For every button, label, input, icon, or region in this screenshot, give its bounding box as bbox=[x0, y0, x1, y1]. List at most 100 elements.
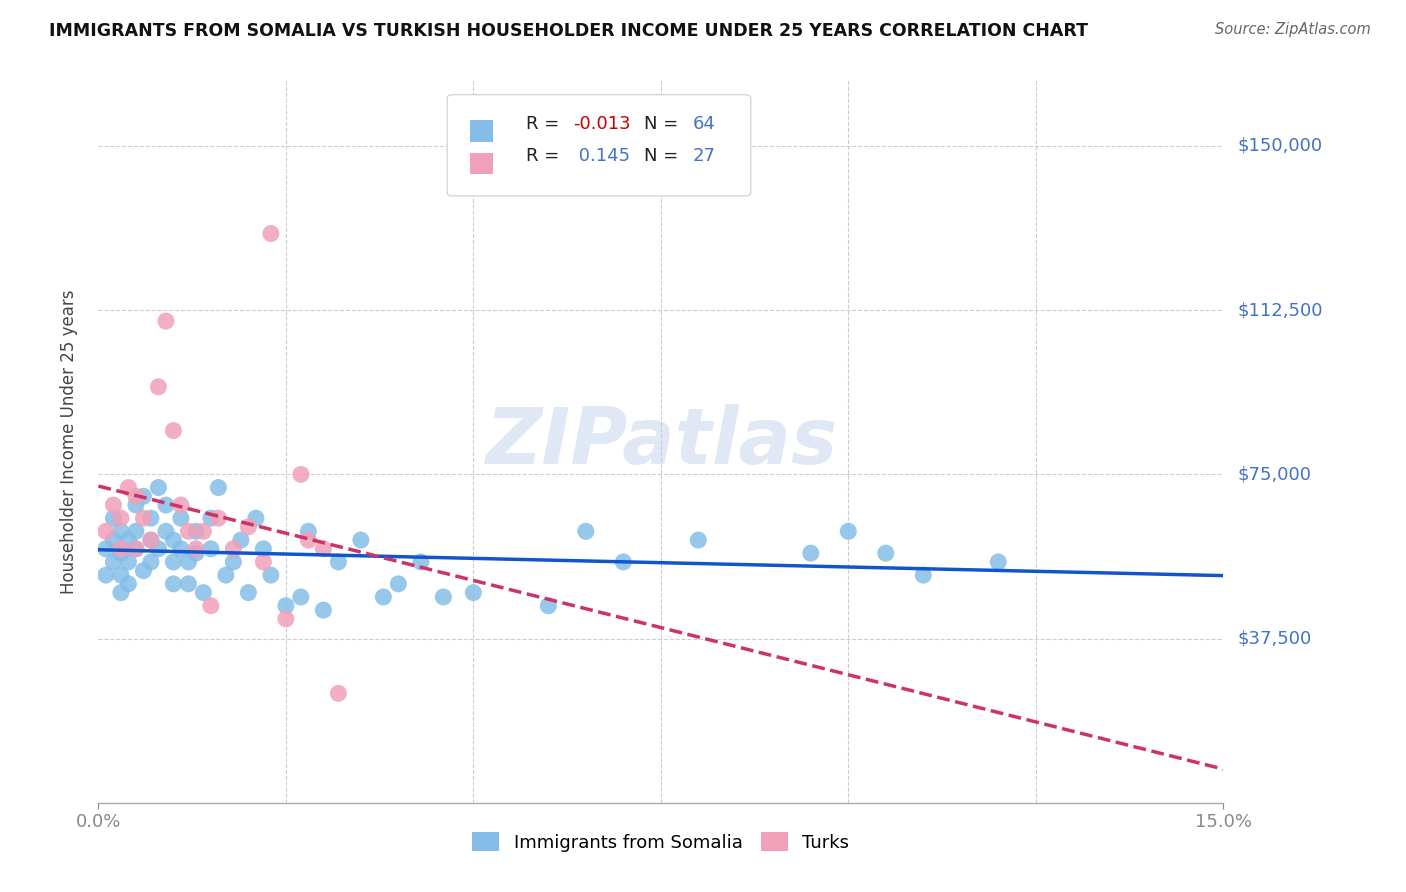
Point bbox=[148, 541, 170, 556]
Point bbox=[297, 533, 319, 547]
Point bbox=[94, 568, 117, 582]
Point bbox=[222, 541, 245, 556]
Point bbox=[537, 599, 560, 613]
Point bbox=[200, 511, 222, 525]
Point bbox=[409, 555, 432, 569]
Point bbox=[207, 481, 229, 495]
Point bbox=[252, 541, 274, 556]
Point bbox=[575, 524, 598, 539]
Point bbox=[125, 524, 148, 539]
Point bbox=[274, 599, 297, 613]
Point bbox=[463, 585, 485, 599]
Point bbox=[328, 686, 350, 700]
Point bbox=[139, 533, 162, 547]
Point bbox=[103, 511, 125, 525]
Point bbox=[103, 498, 125, 512]
Text: $150,000: $150,000 bbox=[1237, 137, 1322, 155]
Point bbox=[387, 577, 409, 591]
Point bbox=[328, 555, 350, 569]
Point bbox=[125, 489, 148, 503]
Point bbox=[94, 524, 117, 539]
Point bbox=[148, 481, 170, 495]
Text: $112,500: $112,500 bbox=[1237, 301, 1323, 319]
Point bbox=[132, 564, 155, 578]
Point bbox=[117, 481, 139, 495]
Point bbox=[103, 533, 125, 547]
Point bbox=[290, 467, 312, 482]
Point bbox=[117, 555, 139, 569]
Bar bbox=[470, 120, 494, 142]
Text: N =: N = bbox=[644, 115, 683, 133]
Point bbox=[162, 577, 184, 591]
Point bbox=[229, 533, 252, 547]
Point bbox=[170, 541, 193, 556]
Text: R =: R = bbox=[526, 147, 565, 165]
Point bbox=[200, 541, 222, 556]
Point bbox=[139, 511, 162, 525]
Text: 64: 64 bbox=[692, 115, 716, 133]
Point bbox=[132, 511, 155, 525]
Point bbox=[117, 577, 139, 591]
Point bbox=[260, 227, 283, 241]
Point bbox=[177, 524, 200, 539]
Bar bbox=[470, 153, 494, 174]
Point bbox=[170, 511, 193, 525]
Point bbox=[252, 555, 274, 569]
Point bbox=[193, 524, 215, 539]
Point bbox=[222, 555, 245, 569]
Point bbox=[207, 511, 229, 525]
Point bbox=[103, 555, 125, 569]
Text: $37,500: $37,500 bbox=[1237, 630, 1312, 648]
Point bbox=[132, 489, 155, 503]
Point bbox=[987, 555, 1010, 569]
Point bbox=[238, 585, 260, 599]
Point bbox=[238, 520, 260, 534]
Point bbox=[200, 599, 222, 613]
Point bbox=[162, 424, 184, 438]
Text: -0.013: -0.013 bbox=[574, 115, 631, 133]
Point bbox=[837, 524, 859, 539]
Point bbox=[155, 498, 177, 512]
Point bbox=[297, 524, 319, 539]
Point bbox=[110, 568, 132, 582]
Point bbox=[193, 585, 215, 599]
Point bbox=[177, 577, 200, 591]
Point bbox=[290, 590, 312, 604]
Point bbox=[110, 524, 132, 539]
Point bbox=[110, 511, 132, 525]
Point bbox=[110, 585, 132, 599]
Point bbox=[184, 546, 207, 560]
Point bbox=[110, 546, 132, 560]
Text: R =: R = bbox=[526, 115, 565, 133]
Point bbox=[125, 541, 148, 556]
Text: 0.145: 0.145 bbox=[574, 147, 630, 165]
Point bbox=[274, 612, 297, 626]
Point bbox=[912, 568, 935, 582]
Point bbox=[170, 498, 193, 512]
Point bbox=[373, 590, 395, 604]
Point bbox=[612, 555, 634, 569]
Point bbox=[162, 555, 184, 569]
Point bbox=[125, 541, 148, 556]
Point bbox=[184, 524, 207, 539]
Text: ZIPatlas: ZIPatlas bbox=[485, 403, 837, 480]
Point bbox=[260, 568, 283, 582]
Y-axis label: Householder Income Under 25 years: Householder Income Under 25 years bbox=[59, 289, 77, 594]
Point bbox=[155, 524, 177, 539]
Point bbox=[110, 541, 132, 556]
Point bbox=[245, 511, 267, 525]
Legend: Immigrants from Somalia, Turks: Immigrants from Somalia, Turks bbox=[465, 825, 856, 859]
Point bbox=[800, 546, 823, 560]
Point bbox=[688, 533, 710, 547]
Point bbox=[139, 533, 162, 547]
Point bbox=[215, 568, 238, 582]
Text: N =: N = bbox=[644, 147, 683, 165]
Text: 27: 27 bbox=[692, 147, 716, 165]
FancyBboxPatch shape bbox=[447, 95, 751, 196]
Point bbox=[184, 541, 207, 556]
Point bbox=[177, 555, 200, 569]
Point bbox=[350, 533, 373, 547]
Point bbox=[117, 533, 139, 547]
Point bbox=[432, 590, 454, 604]
Point bbox=[94, 541, 117, 556]
